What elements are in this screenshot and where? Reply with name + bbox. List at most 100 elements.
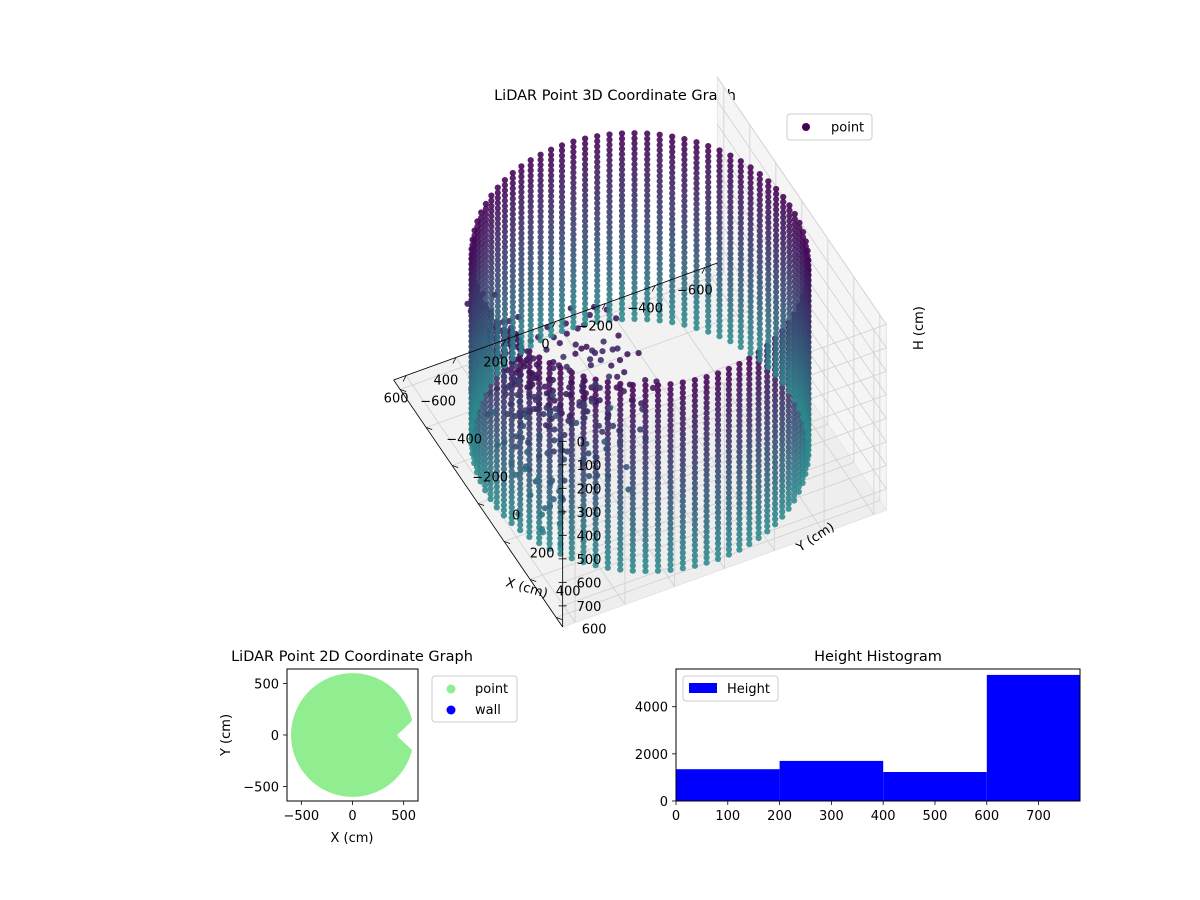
data-point	[570, 215, 577, 223]
data-point	[501, 177, 508, 184]
data-point	[527, 203, 534, 210]
data-point	[482, 386, 489, 393]
data-point	[644, 140, 651, 147]
data-point	[727, 209, 734, 216]
data-point	[582, 135, 589, 142]
data-point	[546, 488, 553, 496]
data-point	[779, 420, 786, 427]
data-point	[802, 423, 809, 431]
data-point	[716, 147, 723, 154]
data-point	[725, 530, 733, 538]
data-point	[746, 520, 753, 527]
data-point	[727, 281, 734, 288]
data-point	[617, 556, 624, 563]
data-point	[518, 168, 525, 175]
data-point	[536, 421, 543, 428]
data-point	[618, 269, 626, 276]
data-point	[525, 439, 532, 446]
data-point	[691, 408, 699, 415]
y-tick-label: 200	[530, 547, 555, 562]
data-point	[737, 199, 744, 206]
data-point	[558, 224, 566, 231]
data-point	[518, 292, 525, 299]
data-point	[669, 262, 676, 269]
data-point	[558, 188, 566, 195]
data-point	[629, 510, 636, 518]
data-point	[791, 425, 798, 432]
chart-2d-title: LiDAR Point 2D Coordinate Graph	[231, 649, 473, 665]
data-point	[547, 409, 554, 416]
data-point	[557, 416, 564, 423]
data-point	[600, 338, 607, 345]
data-point	[737, 158, 744, 165]
data-point	[493, 380, 500, 387]
data-point	[727, 157, 734, 164]
data-point	[508, 499, 515, 506]
data-point	[482, 329, 489, 336]
data-point	[509, 180, 516, 187]
data-point	[656, 198, 663, 205]
data-point	[500, 429, 507, 436]
data-point	[737, 173, 744, 180]
data-point	[786, 202, 793, 209]
data-point	[747, 350, 754, 357]
data-point	[482, 231, 489, 238]
data-point	[594, 298, 601, 305]
data-point	[557, 550, 564, 557]
z-tick-label: 200	[577, 482, 602, 497]
data-point	[618, 290, 626, 297]
data-point	[727, 260, 734, 267]
data-point	[512, 413, 519, 420]
data-point	[654, 557, 662, 564]
data-point	[631, 300, 638, 307]
x-tick-label: 600	[974, 809, 999, 824]
data-point	[488, 233, 495, 240]
data-point	[667, 463, 674, 470]
data-point	[509, 340, 516, 347]
data-point	[488, 285, 495, 292]
data-point	[572, 341, 579, 348]
data-point	[746, 381, 753, 388]
data-point	[791, 404, 798, 411]
data-point	[517, 501, 524, 508]
data-point	[772, 387, 779, 394]
data-point	[509, 309, 516, 316]
data-point	[656, 245, 663, 252]
data-point	[606, 183, 613, 190]
data-point	[656, 203, 663, 210]
data-point	[514, 391, 521, 398]
data-point	[494, 328, 501, 336]
data-point	[795, 483, 802, 490]
data-point	[764, 425, 771, 432]
data-point	[756, 341, 763, 348]
data-point	[736, 371, 743, 378]
data-point	[756, 253, 763, 260]
data-point	[703, 466, 710, 473]
data-point	[765, 332, 772, 340]
data-point	[514, 377, 521, 384]
data-point	[546, 458, 553, 465]
data-point	[617, 468, 624, 475]
data-point	[594, 189, 601, 196]
data-point	[714, 488, 722, 496]
data-point	[518, 173, 525, 180]
data-point	[737, 220, 744, 227]
data-point	[705, 287, 712, 294]
data-point	[582, 156, 589, 163]
data-point	[478, 261, 485, 268]
data-point	[691, 500, 699, 507]
data-point	[518, 199, 525, 206]
data-point	[536, 442, 543, 449]
data-point	[617, 453, 624, 460]
data-point	[631, 228, 638, 235]
data-point	[654, 552, 662, 559]
data-point	[681, 218, 688, 225]
data-point	[736, 381, 743, 388]
data-point	[654, 387, 662, 394]
data-point	[558, 327, 566, 335]
data-point	[654, 454, 662, 461]
data-point	[518, 317, 525, 325]
data-point	[527, 275, 534, 282]
data-point	[669, 308, 676, 315]
data-point	[755, 406, 762, 413]
